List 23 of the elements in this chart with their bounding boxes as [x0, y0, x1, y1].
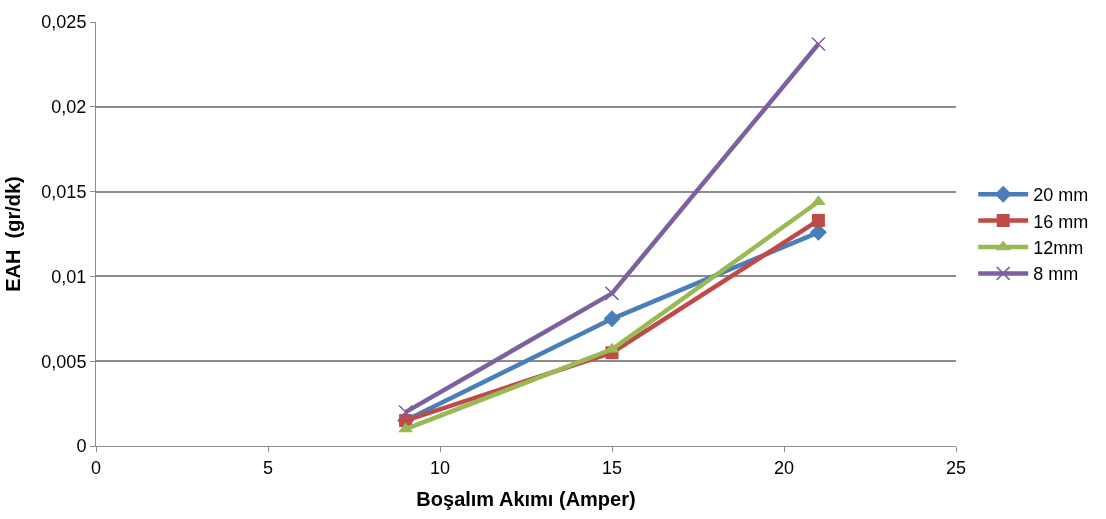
- y-tick-label: 0: [76, 436, 87, 457]
- x-tick-label: 15: [601, 457, 623, 478]
- legend-label: 12mm: [1033, 238, 1084, 259]
- legend-label: 16 mm: [1033, 211, 1089, 232]
- y-tick-label: 0,005: [41, 351, 87, 372]
- x-tick-label: 20: [773, 457, 795, 478]
- legend-label: 8 mm: [1033, 264, 1079, 285]
- x-tick-label: 0: [90, 457, 102, 478]
- x-axis-title: Boşalım Akımı (Amper): [416, 488, 636, 511]
- point: [811, 36, 826, 52]
- x-tick-label: 5: [262, 457, 274, 478]
- y-tick-label: 0,01: [51, 266, 87, 287]
- x-tick-label: 10: [429, 457, 451, 478]
- x-tick-label: 25: [945, 457, 967, 478]
- y-axis-title: EAH (gr/dk): [1, 176, 24, 292]
- point: [604, 286, 620, 301]
- y-tick-label: 0,02: [51, 97, 87, 118]
- point: [398, 404, 413, 420]
- y-tick-label: 0,015: [41, 181, 87, 202]
- legend-label: 20 mm: [1033, 185, 1089, 206]
- point: [811, 213, 825, 227]
- y-tick-label: 0,025: [41, 12, 87, 33]
- point: [603, 310, 621, 328]
